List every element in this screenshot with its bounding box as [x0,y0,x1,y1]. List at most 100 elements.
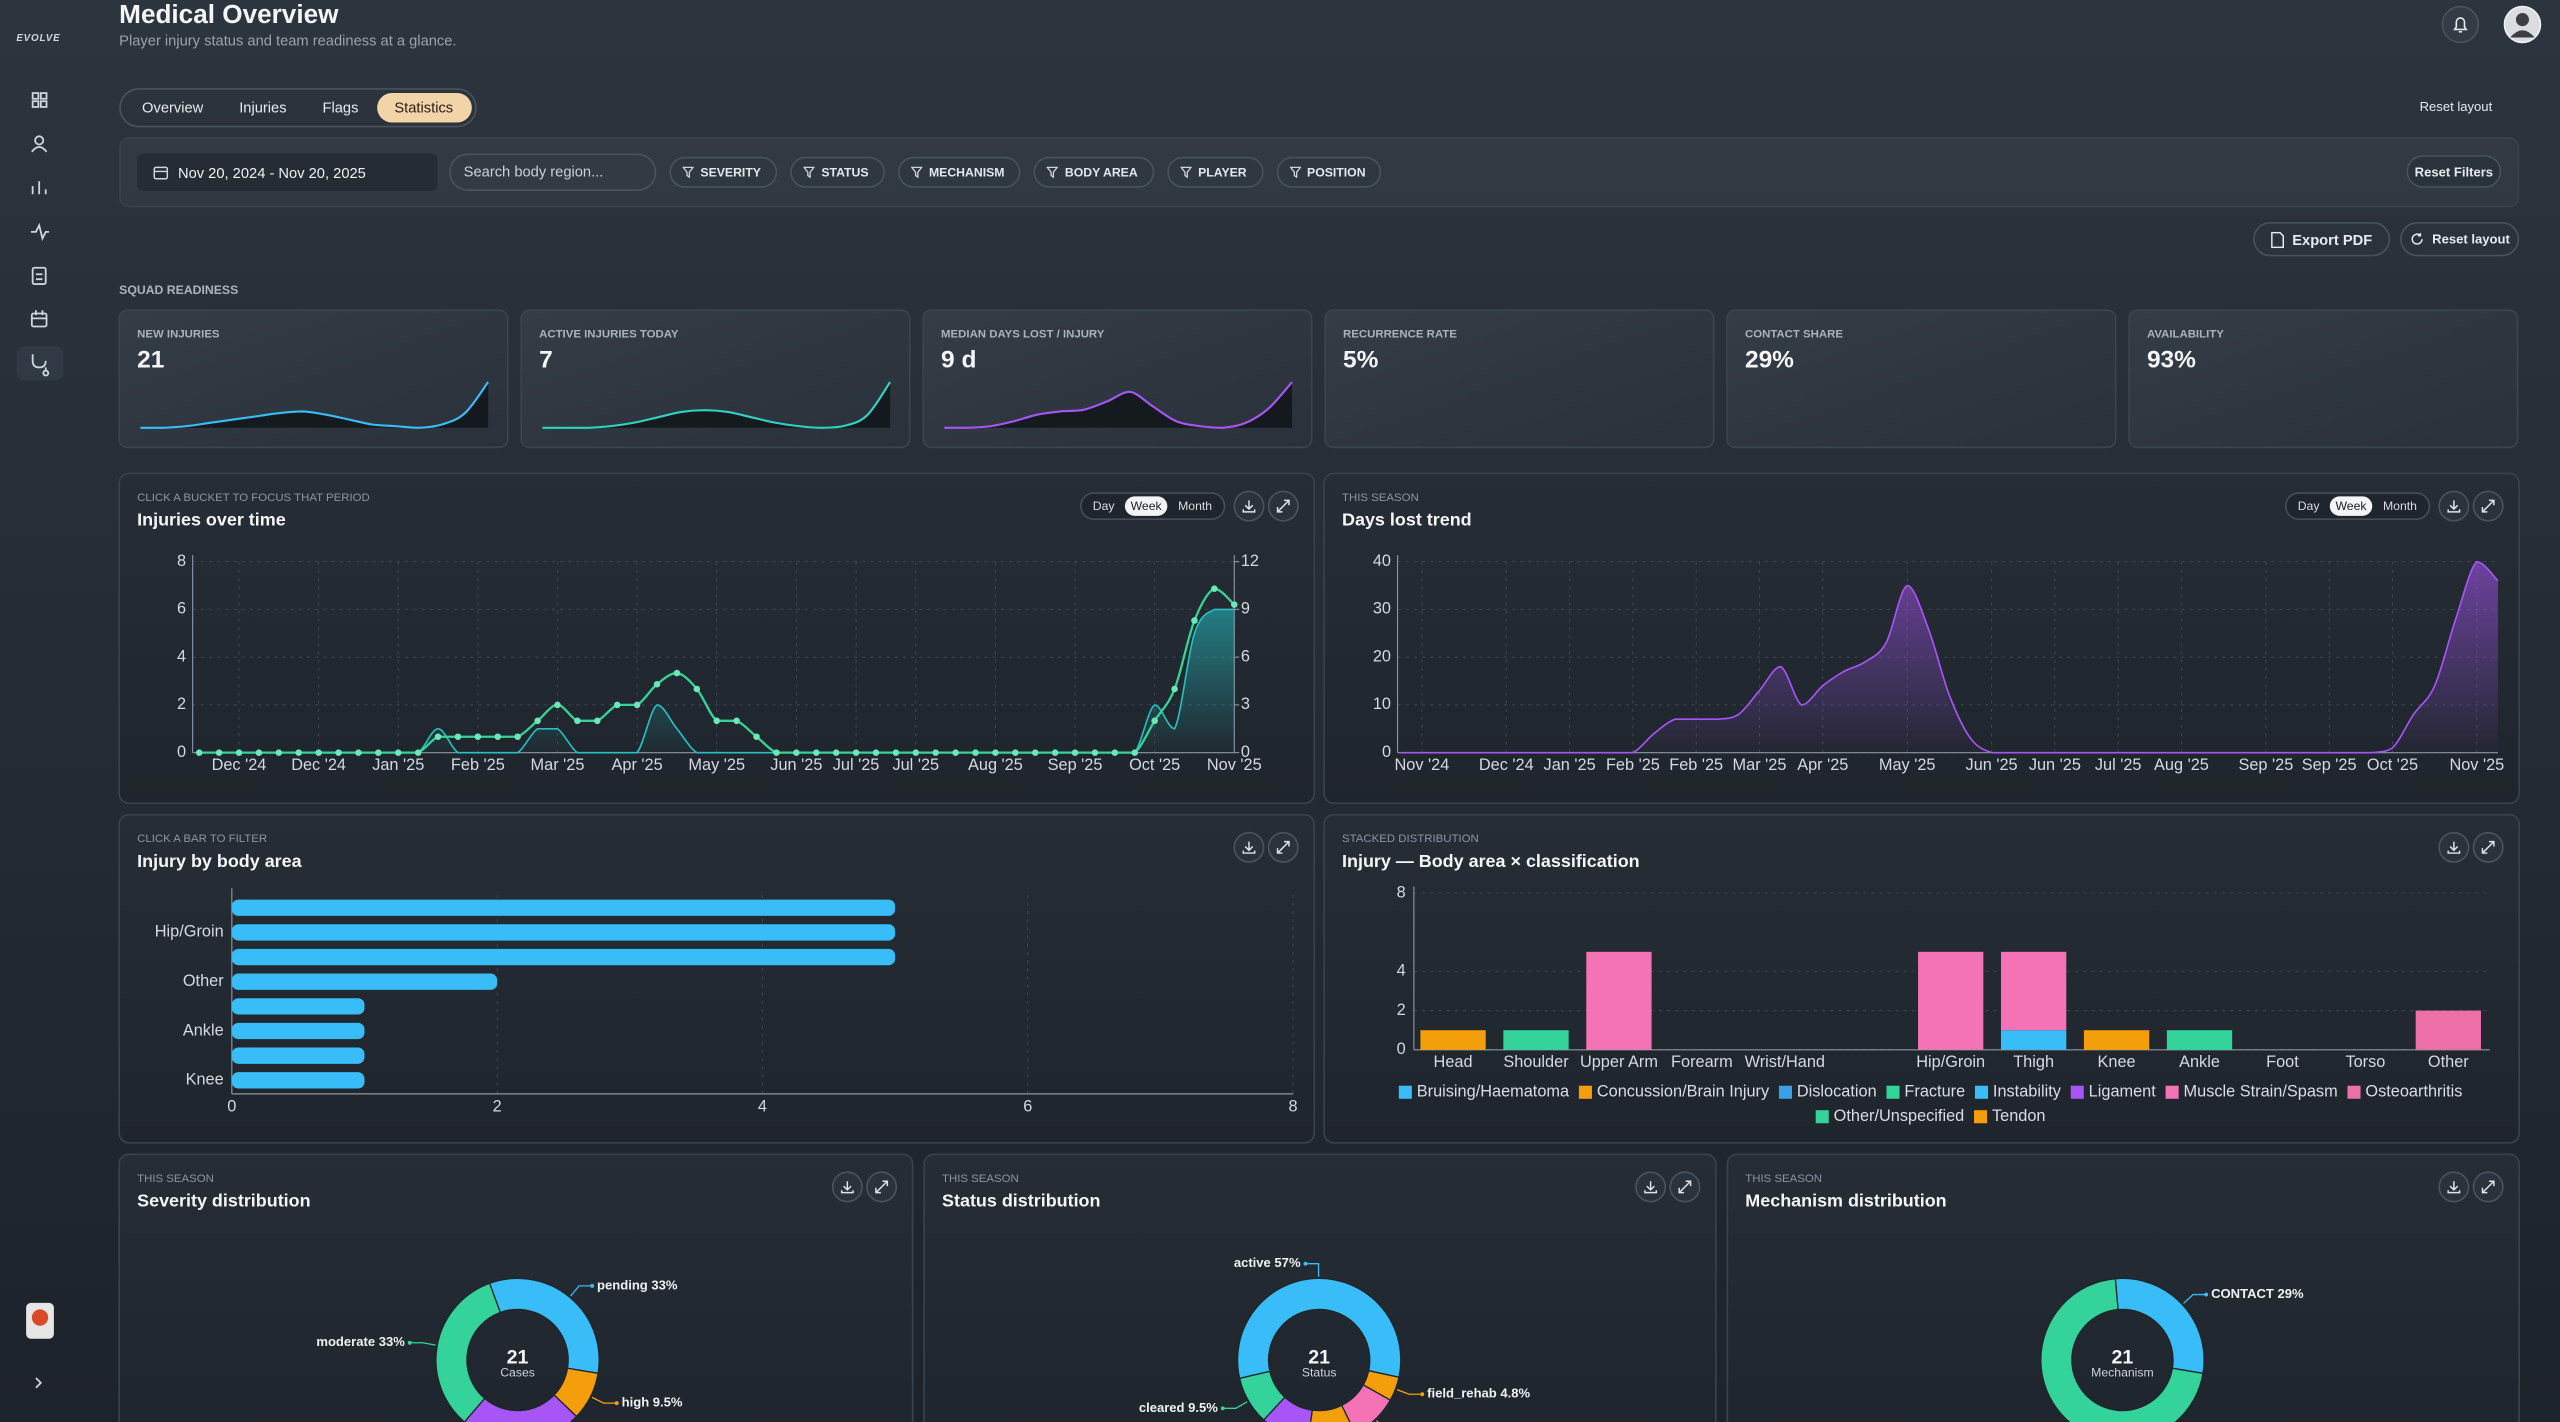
export-pdf[interactable]: Export PDF [2253,222,2391,257]
filter-chip-label: STATUS [821,164,869,180]
donut-center-value: 21 [507,1347,529,1369]
bar[interactable] [231,1072,365,1089]
x-tick-label: Torso [2345,1053,2385,1071]
period-option[interactable]: Month [1178,499,1212,513]
donut-slice[interactable] [463,1394,578,1422]
filter-bar [119,137,2520,208]
x-tick-label: Apr '25 [612,756,663,774]
nav-calendar[interactable] [30,310,48,328]
bar[interactable] [231,1047,365,1064]
donut-slice[interactable] [435,1282,502,1422]
slice-label: CONTACT 29% [2211,1286,2304,1301]
reset-filters[interactable]: Reset Filters [2406,155,2502,188]
point [295,749,302,756]
x-tick-label: Forearm [1671,1053,1733,1071]
file-icon [2271,231,2284,248]
date-range: Nov 20, 2024 - Nov 20, 2025 [177,164,366,181]
bar[interactable] [231,899,896,916]
slice-label: field_rehab 4.8% [1427,1386,1530,1401]
filter-chip[interactable]: PLAYER [1167,156,1263,188]
bar-segment[interactable] [2083,1030,2150,1050]
filter-chip[interactable]: SEVERITY [669,156,778,188]
point [1151,717,1158,725]
bar[interactable] [231,948,896,966]
bar-segment[interactable] [2000,1030,2067,1050]
tab[interactable]: Statistics [376,93,472,123]
nav-players[interactable] [31,135,48,153]
point [494,733,502,740]
bar-segment[interactable] [2415,1010,2481,1050]
filter-chip-label: SEVERITY [700,164,761,180]
filter-chip[interactable]: BODY AREA [1033,156,1155,188]
x-tick-label: Upper Arm [1580,1053,1658,1071]
label-leader [1222,1401,1248,1409]
download-icon [1242,500,1256,513]
tab[interactable]: Injuries [239,99,287,116]
notifications[interactable] [2441,5,2480,44]
legend-label: Ligament [2089,1083,2157,1101]
bar-segment[interactable] [1420,1030,1486,1050]
legend-item: Fracture [1886,1083,1965,1101]
legend-item: Osteoarthritis [2347,1083,2462,1101]
area-fill [1400,561,2498,753]
period-option[interactable]: Week [1131,499,1163,513]
period-option[interactable]: Day [2298,499,2321,513]
kpi-value: 7 [539,346,553,373]
expand-icon [1276,499,1290,513]
avatar-head [2515,13,2529,27]
x-tick-label: 4 [758,1097,767,1115]
nav-stats[interactable] [31,181,47,195]
x-tick-label: Other [2428,1053,2469,1071]
search-input[interactable]: Search body region... [448,153,657,192]
donut-slice[interactable] [1238,1370,1286,1421]
donut-slice[interactable] [2040,1277,2204,1422]
donut-slice[interactable] [1236,1277,1402,1380]
tab[interactable]: Flags [322,99,359,116]
bar-segment[interactable] [2000,951,2067,1031]
period-option[interactable]: Day [1093,499,1116,513]
collapse-icon[interactable] [35,1377,43,1389]
filter-chip[interactable]: STATUS [790,156,885,188]
bar[interactable] [231,973,498,990]
filter-chip[interactable]: MECHANISM [897,156,1021,188]
point [693,685,701,693]
reset-layout-link[interactable]: Reset layout [2419,99,2493,115]
tab[interactable]: Overview [142,99,204,116]
filter-chip[interactable]: POSITION [1276,156,1382,188]
nav-activity[interactable] [31,222,49,241]
tabs: Overview Injuries Flags Statistics [119,88,477,128]
bar[interactable] [231,998,365,1015]
x-tick-label: Ankle [2179,1053,2220,1071]
period-option[interactable]: Week [2335,499,2367,513]
nav-reports[interactable] [31,266,47,285]
chart-title: Severity distribution [137,1190,310,1210]
sparkline [140,381,490,429]
label-dot [1220,1406,1225,1411]
y-tick-label: 10 [1373,695,1391,713]
y2-tick-label: 3 [1241,695,1250,713]
reset-layout-button[interactable]: Reset layout [2400,222,2520,257]
bar-segment[interactable] [1586,951,1652,1050]
point [793,749,800,756]
bar-segment[interactable] [1503,1030,1569,1050]
label-dot [1303,1261,1308,1266]
nav-medical[interactable] [31,354,50,377]
bar-segment[interactable] [2166,1030,2233,1050]
x-tick-label: Oct '25 [1129,756,1180,774]
nav-dashboard[interactable] [31,92,48,108]
legend-swatch [1974,1110,1988,1124]
legend-swatch [1778,1085,1792,1099]
label-leader [2183,1293,2207,1304]
y-tick-label: 2 [177,695,186,713]
bar[interactable] [231,924,896,941]
date-range-picker[interactable]: Nov 20, 2024 - Nov 20, 2025 [137,153,438,192]
period-option[interactable]: Month [2383,499,2417,513]
filter-chip-label: BODY AREA [1064,164,1138,180]
bar-segment[interactable] [1918,951,1984,1050]
legend-item: Concussion/Brain Injury [1578,1083,1770,1101]
donut-slice[interactable] [1308,1404,1355,1422]
bar[interactable] [231,1022,365,1040]
x-tick-label: Wrist/Hand [1745,1053,1825,1071]
donut-slice[interactable] [488,1277,600,1375]
donut-center-value: 21 [2112,1347,2134,1369]
